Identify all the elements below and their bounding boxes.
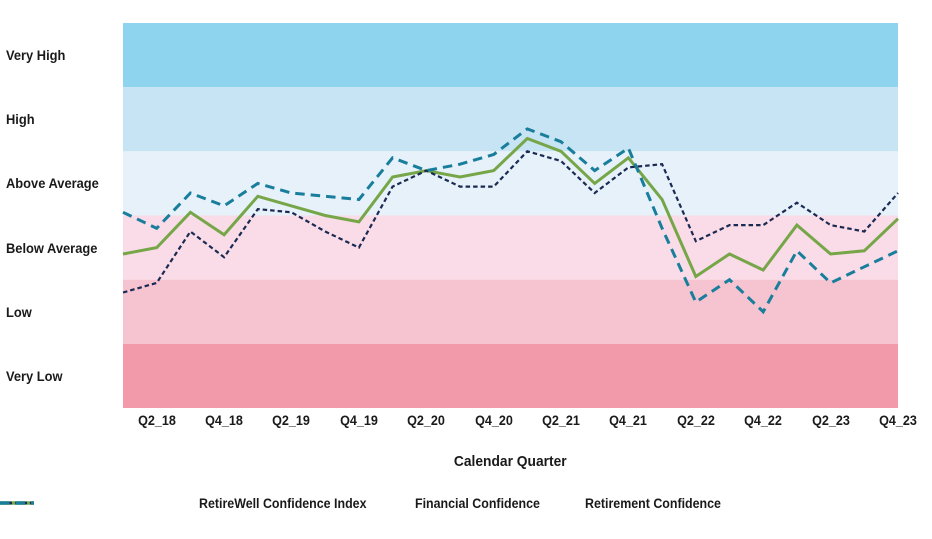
band-label-text: Very High [6,47,66,64]
x-tick-text: Q2_18 [137,412,176,428]
band-label-high: High [6,87,118,151]
band-low [123,279,898,344]
x-tick-text: Q2_23 [811,412,850,428]
band-label-text: High [6,111,35,128]
x-tick-text: Q4_21 [609,412,648,428]
legend-swatch-dash-line [0,501,34,505]
band-label-very-high: Very High [6,23,118,87]
band-label-text: Below Average [6,239,98,256]
legend-label: Retirement Confidence [585,496,721,511]
line-financial-confidence [122,150,899,294]
x-tick-q2-19: Q2_19 [253,412,329,428]
x-tick-text: Q4_20 [474,412,513,428]
x-tick-q2-20: Q2_20 [388,412,464,428]
x-tick-text: Q2_21 [542,412,580,428]
x-tick-q4-20: Q4_20 [456,412,532,428]
band-label-low: Low [6,280,118,344]
x-tick-q2-21: Q2_21 [523,412,599,428]
band-label-very-low: Very Low [6,344,118,408]
x-axis-title: Calendar Quarter [454,453,567,470]
x-tick-text: Q4_19 [339,412,378,428]
legend-label: RetireWell Confidence Index [199,496,367,511]
x-tick-q2-23: Q2_23 [793,412,869,428]
x-tick-text: Q2_19 [272,412,311,428]
band-high [123,87,898,152]
x-tick-text: Q4_18 [205,412,243,428]
band-label-below-average: Below Average [6,216,118,280]
legend-label: Financial Confidence [415,496,541,511]
band-below-average [123,215,898,280]
x-tick-q4-22: Q4_22 [725,412,801,428]
x-tick-q4-18: Q4_18 [186,412,262,428]
x-tick-q4-19: Q4_19 [321,412,397,428]
legend: RetireWell Confidence Index Financial Con… [0,496,932,511]
x-tick-text: Q2_22 [676,412,715,428]
x-tick-q2-22: Q2_22 [658,412,734,428]
x-tick-text: Q2_20 [407,412,446,428]
band-label-text: Low [6,303,32,320]
line-retirement-confidence [122,127,899,315]
band-very-low [123,343,898,408]
band-label-text: Very Low [6,367,63,384]
x-tick-text: Q4_22 [744,412,783,428]
band-above-average [123,151,898,216]
x-tick-q2-18: Q2_18 [119,412,195,428]
band-very-high [123,23,898,88]
legend-item-financial-confidence: Financial Confidence [0,496,551,511]
line-retirewell-confidence-index [122,136,900,279]
band-label-above-average: Above Average [6,151,118,215]
legend-item-retirement-confidence: Retirement Confidence [0,496,733,511]
x-tick-q4-21: Q4_21 [590,412,666,428]
x-tick-text: Q4_23 [879,412,917,428]
band-label-text: Above Average [6,175,99,192]
legend-item-retirewell-confidence-index: RetireWell Confidence Index [0,496,381,511]
x-tick-q4-23: Q4_23 [860,412,932,428]
